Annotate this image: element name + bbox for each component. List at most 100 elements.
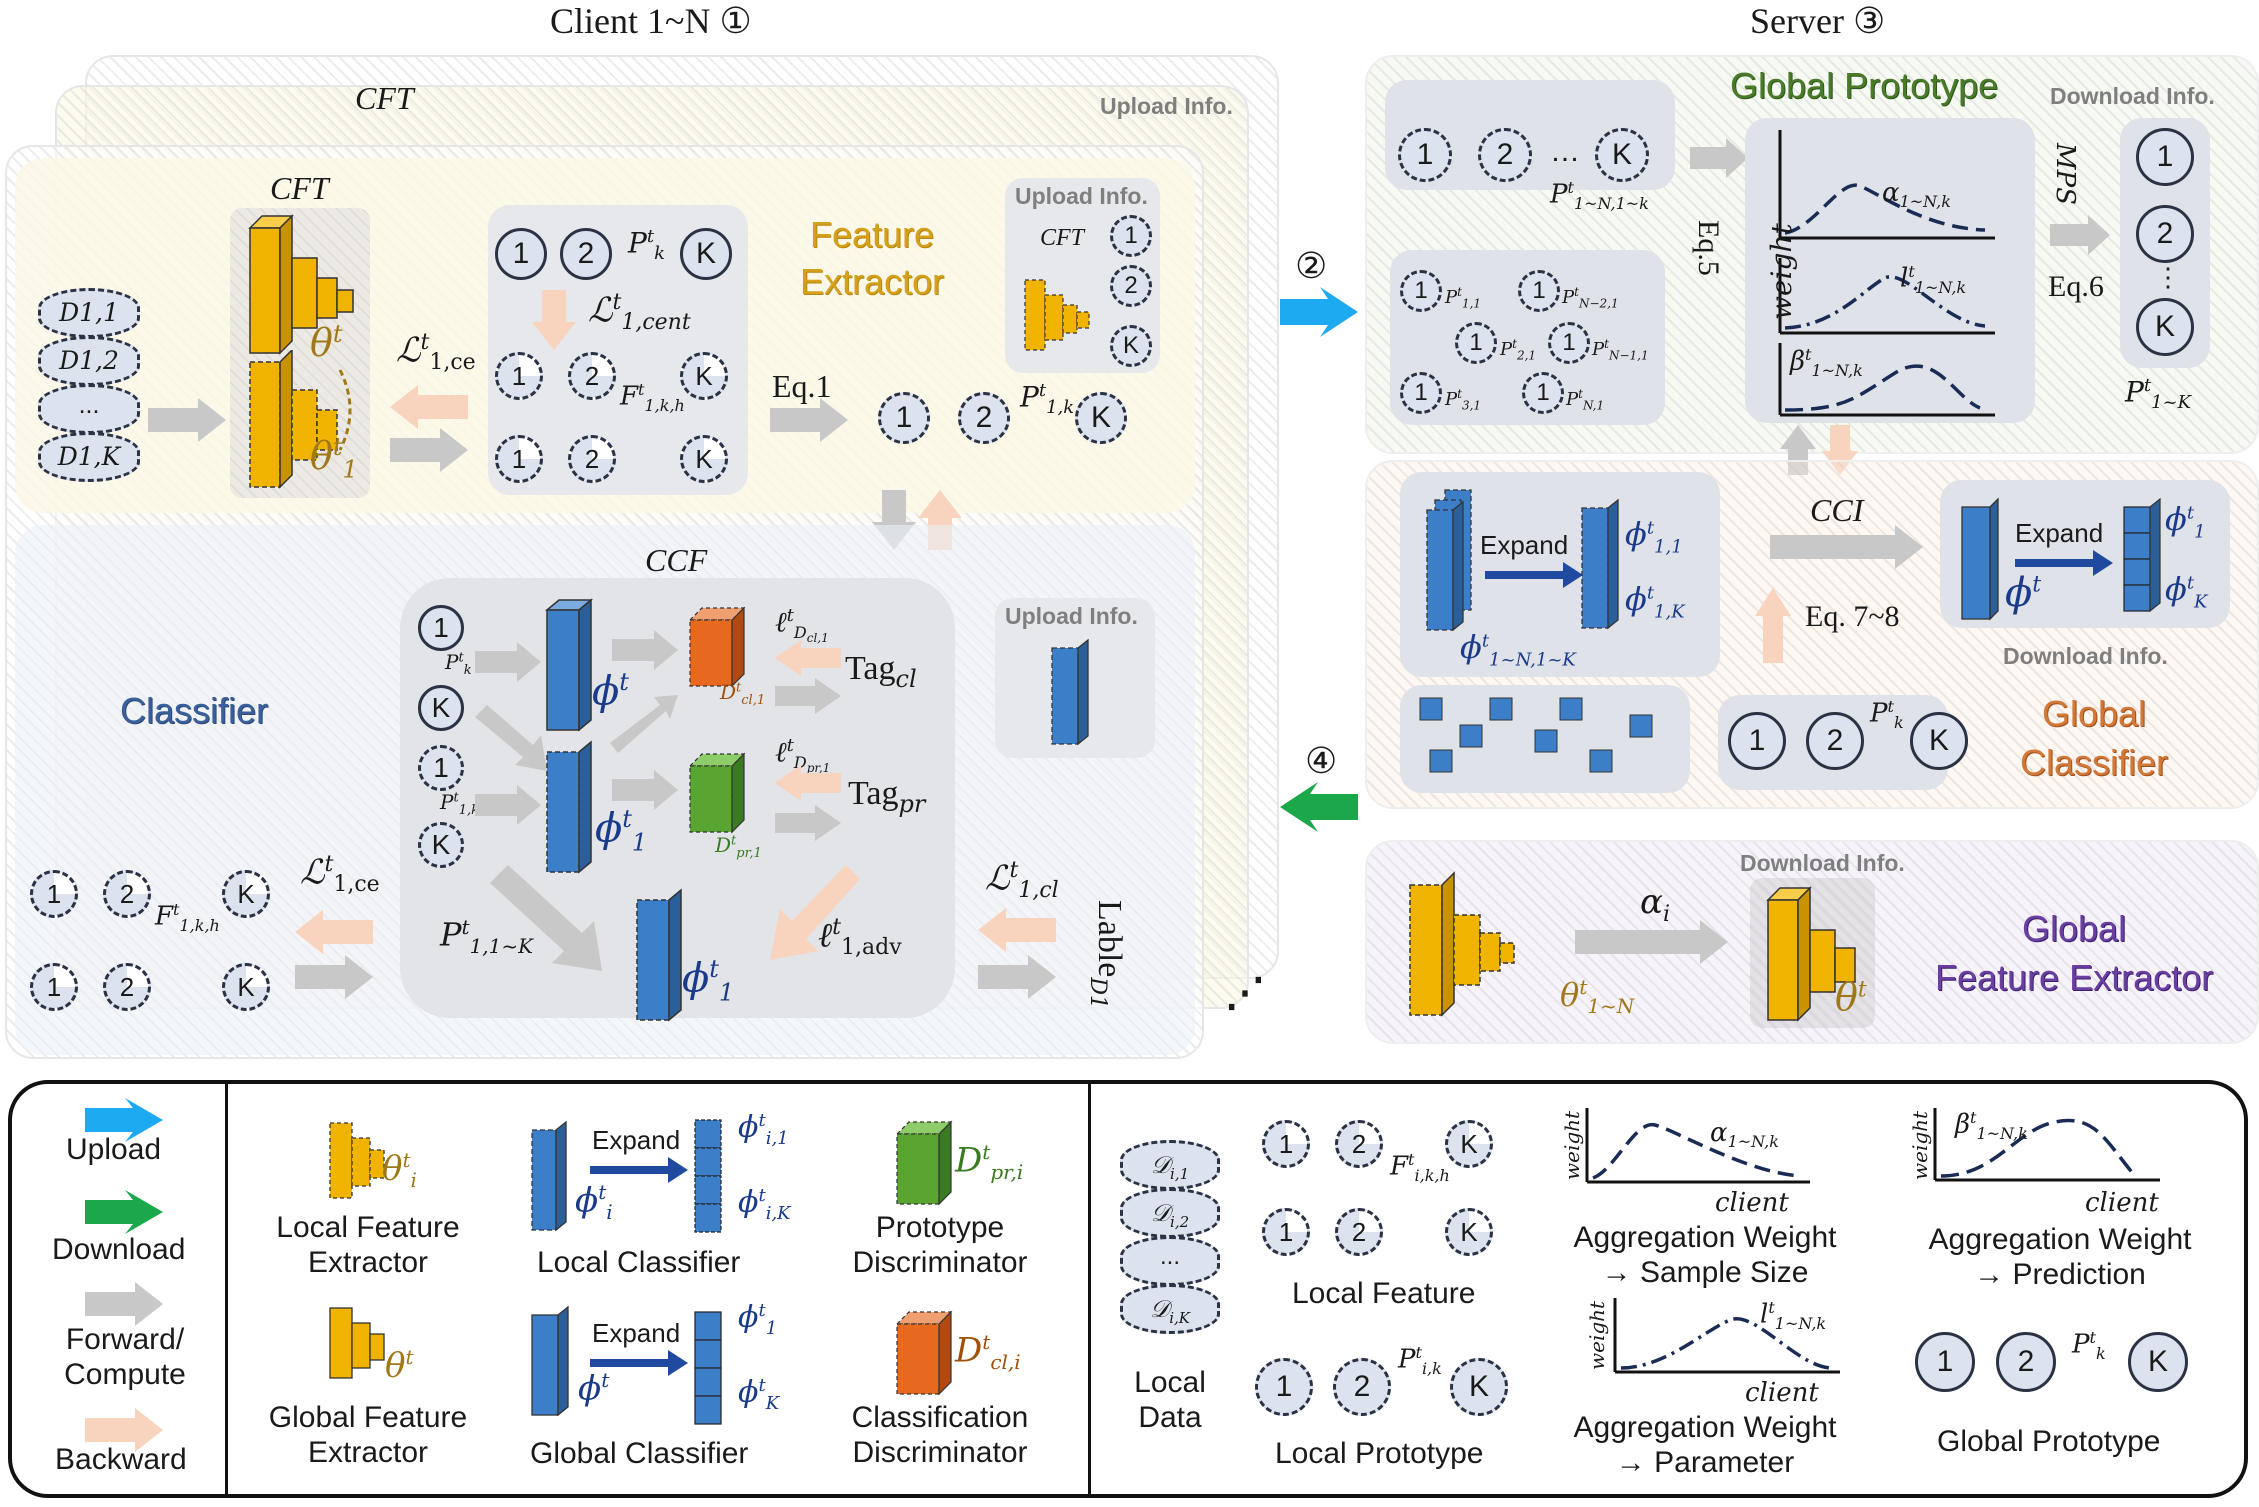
legend-divider-2 [1088, 1084, 1091, 1494]
loss-cl-label: ℒt1,cl [985, 858, 1059, 904]
legend-agg-sample-label: Aggregation Weight → Sample Size [1573, 1221, 1837, 1290]
legend-forward-label: Forward/ Compute [64, 1323, 186, 1392]
bottom-feature-pie-2b: 2 [103, 963, 151, 1011]
forward-arrow-eq1 [770, 398, 848, 442]
upload-info-cft-label: CFT [1040, 225, 1085, 251]
weight-charts-svg [1778, 130, 1995, 417]
server-pn1-label: PtN,1 [1566, 387, 1605, 413]
legend-local-classifier-icon [531, 1120, 567, 1232]
server-proto-1: 1 [1398, 128, 1452, 182]
weight-l-label: lt1~N,k [1900, 262, 1967, 297]
feature-extractor-label: Feature Extractor [800, 212, 944, 306]
loss-adv-label: ℓt1,adv [818, 915, 902, 961]
legend-backward-arrow [85, 1408, 163, 1452]
global-proto-1: 1 [2136, 128, 2194, 186]
legend-forward-arrow [85, 1282, 163, 1326]
legend-feature-pie-2: 2 [1335, 1120, 1383, 1168]
feature-f-label: Ft1,k,h [620, 380, 685, 415]
server-phi1k-label: ϕt1,K [1625, 580, 1685, 623]
download-info-label-1: Download Info. [2050, 83, 2215, 109]
server-down-arrow [1822, 425, 1858, 475]
ccf-circle-kb: K [418, 822, 464, 868]
server-local-classifiers-icon [1426, 489, 1472, 632]
legend-local-classifier-label: Local Classifier [537, 1246, 741, 1279]
server-pn11: 1 [1548, 322, 1590, 364]
legend-data-cyl-1: 𝒟i,1 [1120, 1140, 1220, 1190]
legend-upload-label: Upload [66, 1133, 162, 1166]
server-expanded-global-icon [2123, 497, 2161, 613]
server-up-arrow [1780, 425, 1816, 475]
eq1-label: Eq.1 [772, 368, 832, 404]
server-p31-label: Pt3,1 [1445, 387, 1482, 413]
feature-pie-2b: 2 [568, 435, 616, 483]
data-cylinder-4: D1,K [38, 432, 140, 482]
tag-cl-label: Tagcl [845, 650, 917, 693]
ccf-arrow-big-diag [490, 865, 602, 971]
legend-expand-label-2: Expand [592, 1318, 681, 1348]
server-expand-label: Expand [1480, 530, 1569, 560]
legend-agg-sample-client: client [1715, 1188, 1789, 1218]
ccf-global-classifier-icon [545, 598, 594, 732]
global-fe-line1: Global [2022, 908, 2127, 949]
global-fe-label: Global Feature Extractor [1935, 905, 2213, 1002]
server-expanded-classifier-icon [1581, 498, 1619, 630]
server-arrow-eq5 [1690, 138, 1748, 178]
server-cls-proto-k: K [1910, 712, 1968, 770]
legend-phi-i-label: ϕti [575, 1180, 613, 1225]
forward-arrow-fe-feature [390, 428, 468, 472]
global-proto-p-label: Pt1~K [2125, 375, 2192, 413]
client-heading: Client 1~N ① [550, 1, 752, 41]
server-phi-1-label: ϕt1 [2165, 500, 2206, 543]
feature-extractor-global-icon [248, 214, 354, 355]
server-p11: 1 [1400, 270, 1442, 312]
download-info-label-3: Download Info. [1740, 850, 1905, 876]
legend-agg-param-l: lt1~N,k [1760, 1298, 1827, 1333]
legend-data-cyl-4: 𝒟i,K [1120, 1284, 1220, 1334]
cft-back-label: CFT [355, 80, 414, 116]
legend-phi-t-label: ϕt [578, 1368, 610, 1409]
legend-global-proto-1: 1 [1915, 1332, 1975, 1392]
data-label-3: ... [78, 391, 100, 419]
legend-local-feature-label: Local Feature [1292, 1277, 1476, 1310]
ccf-phi-1-label: ϕt1 [595, 805, 648, 857]
server-pn1: 1 [1522, 372, 1564, 414]
ccf-circle-k: K [418, 685, 464, 731]
forward-arrow-ce-bottom [295, 955, 373, 999]
legend-agg-sample-alpha: α1~N,k [1710, 1118, 1779, 1152]
ccf-p11k-label: Pt1,1~K [440, 915, 534, 959]
feature-extractor-label-line2: Extractor [800, 260, 945, 302]
theta-1-label: θt1 [310, 433, 358, 484]
server-arrow-eq6 [2050, 215, 2110, 255]
ccf-dpr-icon [688, 752, 746, 834]
bottom-feature-f-label: Ft1,k,h [155, 900, 220, 935]
eq7-8-label: Eq. 7~8 [1805, 600, 1900, 633]
global-proto-k: K [2136, 298, 2194, 356]
server-cls-proto-1: 1 [1728, 712, 1786, 770]
legend-agg-pred-weight: weight [1908, 1110, 1932, 1180]
server-global-classifier-icon [1961, 497, 1999, 621]
feature-pie-1: 1 [495, 352, 543, 400]
legend-agg-sample-weight: weight [1560, 1110, 1584, 1180]
server-small-cubes [1419, 697, 1653, 773]
server-p11-label: Pt1,1 [1445, 285, 1482, 311]
download-info-label-2: Download Info. [2003, 643, 2168, 669]
server-pn21: 1 [1518, 270, 1560, 312]
mps-label: MPS [2050, 143, 2080, 205]
legend-global-proto-pk: Ptk [2072, 1328, 2106, 1363]
legend-global-proto-k: K [2128, 1332, 2188, 1392]
server-pn11-label: PtN−1,1 [1592, 337, 1649, 363]
legend-feature-pie-1: 1 [1262, 1120, 1310, 1168]
upload-fe-icon [1024, 279, 1090, 351]
forward-arrow-tagcl [775, 678, 841, 714]
classifier-label: Classifier [120, 690, 269, 731]
legend-feature-pie-k: K [1445, 1120, 1493, 1168]
ccf-arrow-to-dpr [612, 770, 678, 810]
upload-circle-2: 2 [1110, 265, 1152, 307]
ccf-arrow-pk-global [475, 642, 541, 682]
legend-box [8, 1080, 2248, 1498]
loss-cent-label: ℒt1,cent [588, 290, 691, 336]
legend-local-proto-2: 2 [1333, 1358, 1391, 1416]
feature-pie-kb: K [680, 435, 728, 483]
legend-agg-param-weight: weight [1585, 1300, 1609, 1370]
server-p31: 1 [1400, 372, 1442, 414]
